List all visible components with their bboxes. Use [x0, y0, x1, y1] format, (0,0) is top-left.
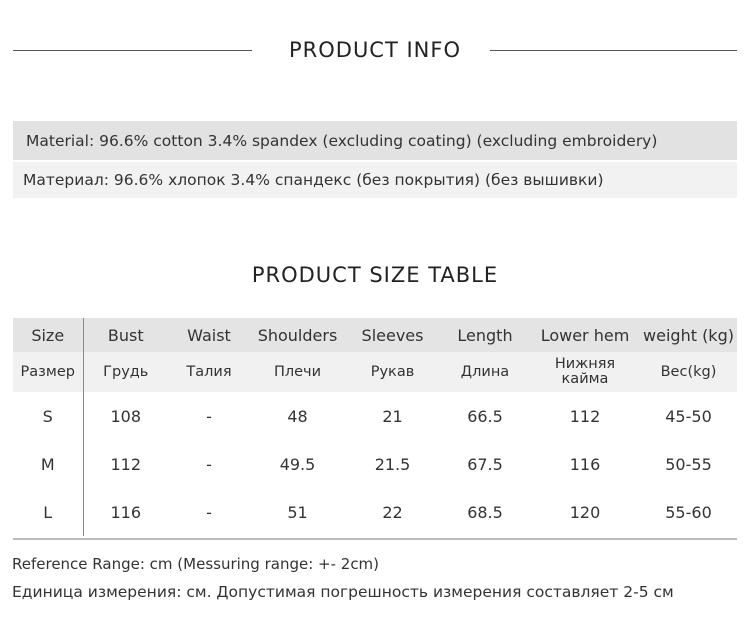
table-cell: Плечи — [250, 352, 345, 392]
table-cell: - — [206, 502, 212, 522]
table-cell: 112 — [110, 454, 142, 474]
table-cell: 108 — [110, 406, 142, 426]
table-cell: Рукав — [345, 352, 440, 392]
table-row: M 112 - 49.5 21.5 67.5 116 50-55 — [13, 440, 737, 488]
table-cell: 116 — [110, 502, 142, 522]
table-cell: M — [13, 440, 84, 488]
table-cell: Size — [13, 318, 84, 352]
table-cell: 21.5 — [374, 454, 411, 474]
table-cell: Sleeves — [345, 318, 440, 352]
table-cell: 50-55 — [665, 454, 712, 474]
table-cell: Размер — [13, 352, 84, 392]
table-cell: 51 — [287, 502, 308, 522]
table-cell: 68.5 — [467, 502, 503, 522]
size-table-title: PRODUCT SIZE TABLE — [251, 263, 499, 287]
table-cell: 22 — [382, 502, 403, 522]
divider-right — [490, 50, 737, 51]
material-en: Material: 96.6% cotton 3.4% spandex (exc… — [13, 121, 737, 160]
table-cell: Shoulders — [250, 318, 345, 352]
table-cell: S — [13, 392, 84, 440]
table-cell: 66.5 — [467, 406, 503, 426]
table-cell: Lower hem — [530, 318, 640, 352]
table-cell: 45-50 — [665, 406, 712, 426]
table-cell: 116 — [569, 454, 601, 474]
table-cell: 112 — [569, 406, 601, 426]
material-ru: Материал: 96.6% хлопок 3.4% спандекс (бе… — [13, 162, 737, 198]
header-row-ru: Размер Грудь Талия Плечи Рукав Длина Нижняя ка… — [13, 352, 737, 392]
table-cell: - — [206, 454, 212, 474]
footer-en: Reference Range: cm (Messuring range: +-… — [12, 555, 380, 573]
table-cell: Талия — [168, 352, 250, 392]
table-cell: Вес(kg) — [640, 352, 737, 392]
table-cell: L — [13, 488, 84, 536]
table-cell: Bust — [83, 318, 168, 352]
divider-left — [13, 50, 252, 51]
table-cell: - — [206, 406, 212, 426]
table-cell: 120 — [569, 502, 601, 522]
header-row-en: Size Bust Waist Shoulders Sleeves Length Lower… — [13, 318, 737, 352]
table-bottom-border — [13, 538, 737, 540]
size-table: Size Bust Waist Shoulders Sleeves Length Lower… — [13, 318, 737, 536]
table-cell: weight (kg) — [640, 318, 737, 352]
table-cell: 67.5 — [467, 454, 503, 474]
table-cell: Length — [440, 318, 530, 352]
footer-ru: Единица измерения: см. Допустимая погреш… — [12, 583, 674, 601]
table-cell: 21 — [382, 406, 403, 426]
table-cell: Waist — [168, 318, 250, 352]
table-cell: 49.5 — [279, 454, 316, 474]
table-cell: Длина — [440, 352, 530, 392]
product-info-title: PRODUCT INFO — [288, 38, 461, 62]
table-cell: Грудь — [83, 352, 168, 392]
table-row: S 108 - 48 21 66.5 112 45-50 — [13, 392, 737, 440]
table-cell: Нижняя кайма — [530, 352, 640, 392]
table-cell: 55-60 — [665, 502, 712, 522]
table-row: L 116 - 51 22 68.5 120 55-60 — [13, 488, 737, 536]
table-cell: 48 — [287, 406, 308, 426]
